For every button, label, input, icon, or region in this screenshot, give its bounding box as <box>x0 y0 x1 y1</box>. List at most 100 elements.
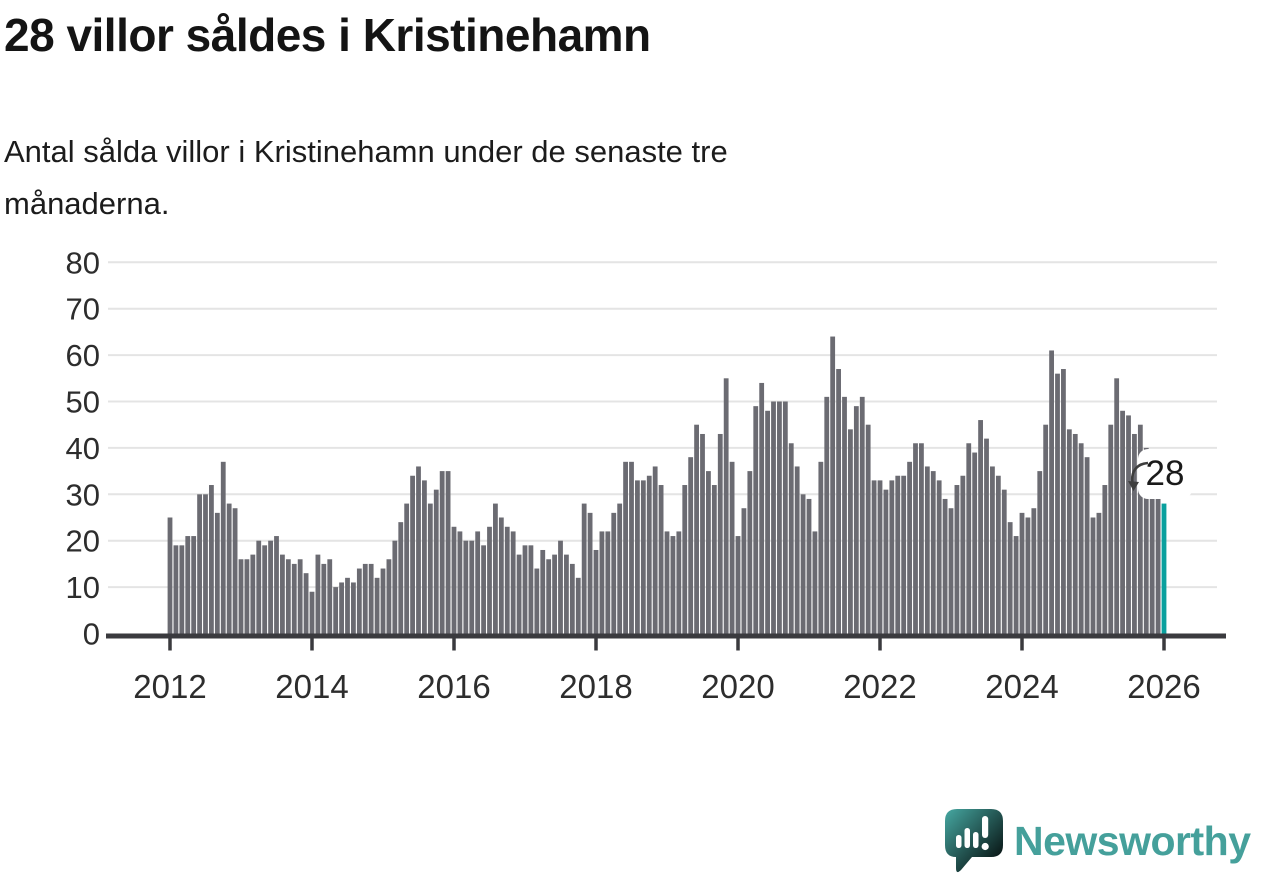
bar-2017-11 <box>581 503 587 634</box>
bar-2014-07 <box>345 577 350 634</box>
bar-2018-05 <box>617 503 623 634</box>
y-tick-label-70: 70 <box>66 292 100 327</box>
bar-2015-11 <box>439 471 445 634</box>
bar-2024-01 <box>1019 512 1025 634</box>
bar-2015-09 <box>427 503 433 634</box>
bar-2013-03 <box>250 554 256 634</box>
bar-2014-01 <box>309 591 315 634</box>
bar-2012-05 <box>191 536 197 634</box>
bar-2017-08 <box>564 554 569 634</box>
bar-2020-09 <box>782 401 788 634</box>
bar-2019-07 <box>700 433 705 634</box>
bar-2018-07 <box>629 461 634 634</box>
bar-2022-01 <box>877 480 883 634</box>
bar-2012-04 <box>185 536 191 634</box>
bar-2015-02 <box>386 559 392 634</box>
bar-2012-09 <box>214 512 220 634</box>
bar-2019-02 <box>670 536 676 634</box>
bar-2024-05 <box>1043 424 1049 634</box>
bar-2023-11 <box>1007 522 1013 634</box>
bar-2019-10 <box>717 433 723 634</box>
bar-2022-09 <box>924 466 930 634</box>
x-tick-2014 <box>310 638 314 651</box>
bar-2025-04 <box>1108 424 1114 634</box>
bar-2024-06 <box>1049 350 1054 634</box>
bar-2023-08 <box>990 466 995 634</box>
bar-2013-05 <box>262 545 268 634</box>
bar-2016-04 <box>469 540 475 634</box>
bar-2020-11 <box>794 466 800 634</box>
bar-2013-11 <box>297 559 303 634</box>
bar-2012-07 <box>203 494 208 634</box>
bar-2025-06 <box>1120 410 1125 634</box>
bar-2012-12 <box>232 508 238 634</box>
bar-2022-12 <box>942 498 948 634</box>
bar-2021-11 <box>865 424 871 634</box>
bar-2016-09 <box>498 517 504 634</box>
bar-2025-12 <box>1155 494 1161 634</box>
bar-2013-12 <box>303 573 309 634</box>
bar-2018-09 <box>640 480 646 634</box>
bar-2019-11 <box>723 378 729 634</box>
bar-2022-08 <box>919 443 924 634</box>
bar-2023-09 <box>995 475 1001 634</box>
bar-2022-06 <box>907 461 912 634</box>
bar-2018-10 <box>646 475 652 634</box>
bar-2015-12 <box>445 471 451 634</box>
bar-2025-03 <box>1102 485 1108 634</box>
bar-2024-02 <box>1025 517 1031 634</box>
bar-2013-09 <box>285 559 291 634</box>
x-tick-label-2022: 2022 <box>843 668 916 705</box>
bar-2025-07 <box>1126 415 1131 634</box>
bar-2017-02 <box>528 545 534 634</box>
bar-2018-02 <box>599 531 605 634</box>
bar-2015-06 <box>410 475 415 634</box>
bar-2020-06 <box>765 410 770 634</box>
x-tick-label-2014: 2014 <box>275 668 348 705</box>
bar-2013-08 <box>280 554 285 634</box>
bar-2016-06 <box>481 545 486 634</box>
x-tick-2012 <box>168 638 172 651</box>
annotation-arrow-icon <box>1128 461 1149 491</box>
bar-2012-03 <box>179 545 185 634</box>
x-tick-2020 <box>736 638 740 651</box>
bar-2020-01 <box>735 536 741 634</box>
bar-2023-03 <box>960 475 966 634</box>
chart-title: 28 villor såldes i Kristinehamn <box>4 9 651 61</box>
chart-subtitle: Antal sålda villor i Kristinehamn under … <box>4 126 728 230</box>
bar-2021-04 <box>824 396 830 634</box>
bar-2014-02 <box>315 554 321 634</box>
bar-2022-10 <box>930 471 936 634</box>
bar-2021-07 <box>842 396 847 634</box>
bar-2020-12 <box>800 494 806 634</box>
bar-2021-06 <box>836 369 841 634</box>
bar-2018-01 <box>593 549 599 634</box>
bar-2024-04 <box>1037 471 1043 634</box>
bar-2024-12 <box>1084 457 1090 634</box>
bar-2014-10 <box>362 563 368 634</box>
bar-2014-04 <box>327 559 333 634</box>
bar-2014-05 <box>333 587 339 634</box>
bar-2017-03 <box>534 568 540 634</box>
x-tick-label-2024: 2024 <box>985 668 1058 705</box>
bar-2022-07 <box>913 443 918 634</box>
bar-2017-04 <box>540 549 546 634</box>
bar-2021-02 <box>812 531 818 634</box>
annotation-value: 28 <box>1145 454 1185 493</box>
bar-2013-07 <box>274 536 279 634</box>
bar-2017-10 <box>575 577 581 634</box>
bar-2020-08 <box>777 401 782 634</box>
bar-2012-01 <box>167 517 173 634</box>
x-tick-2018 <box>594 638 598 651</box>
bar-2018-03 <box>605 531 611 634</box>
bar-2015-04 <box>398 522 404 634</box>
newsworthy-logo-icon <box>945 809 1003 873</box>
bar-2020-04 <box>753 406 759 634</box>
bar-2016-03 <box>463 540 469 634</box>
bar-2019-03 <box>676 531 682 634</box>
bar-2019-05 <box>688 457 694 634</box>
x-tick-label-2012: 2012 <box>133 668 206 705</box>
bar-2017-12 <box>587 512 593 634</box>
bar-2017-05 <box>546 559 552 634</box>
bar-2023-10 <box>1001 489 1007 634</box>
